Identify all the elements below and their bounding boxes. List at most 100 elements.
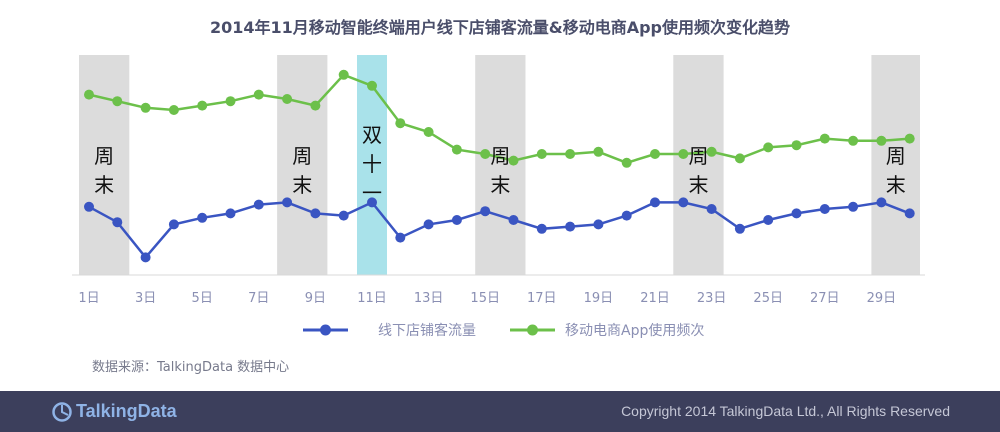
weekend-label: 周	[94, 144, 114, 168]
weekend-label: 末	[94, 173, 114, 197]
footer-bar: TalkingData Copyright 2014 TalkingData L…	[0, 391, 1000, 432]
series-1-point	[310, 208, 321, 219]
series-2-point	[197, 100, 208, 111]
x-tick-label: 21日	[640, 291, 670, 306]
series-2-point	[253, 89, 264, 100]
series-2-point	[225, 96, 236, 107]
line-chart: 1日 3日 5日 7日 9日 11日 13日 15日 17日 19日 21日 23日 25日 27日 29日…	[72, 55, 925, 339]
series-2-point	[791, 140, 802, 151]
series-2-point	[706, 146, 717, 157]
weekend-label: 末	[886, 173, 906, 197]
legend-swatch-marker	[527, 324, 538, 336]
series-1-point	[84, 201, 94, 212]
x-tick-label: 15日	[470, 291, 500, 306]
x-tick-label: 23日	[697, 291, 727, 306]
series-1-point	[140, 252, 151, 263]
weekend-band	[871, 55, 920, 275]
x-tick-label: 29日	[867, 291, 897, 306]
weekend-label: 末	[490, 173, 510, 197]
chart-title: 2014年11月移动智能终端用户线下店铺客流量&移动电商App使用频次变化趋势	[209, 18, 791, 37]
series-1-point	[112, 217, 123, 228]
weekend-label: 末	[292, 173, 312, 197]
series-2-point	[848, 135, 859, 146]
series-2-point	[338, 69, 349, 80]
weekend-label: 末	[688, 173, 708, 197]
series-2-point	[593, 146, 604, 157]
x-tick-label: 19日	[584, 291, 614, 306]
x-tick-label: 27日	[810, 291, 840, 306]
x-tick-label: 9日	[305, 291, 326, 306]
x-tick-label: 17日	[527, 291, 557, 306]
legend-swatch-marker	[320, 324, 331, 336]
series-1-point	[536, 223, 547, 234]
series-1-point	[367, 197, 377, 208]
series-1-point	[338, 210, 349, 221]
series-1-point	[734, 223, 745, 234]
series-2-point	[480, 149, 491, 159]
weekend-band	[277, 55, 328, 275]
series-2-point	[763, 142, 774, 153]
series-2-point	[310, 100, 321, 111]
weekend-band	[475, 55, 526, 275]
singles-day-label: 双	[362, 123, 382, 147]
x-tick-label: 1日	[78, 291, 99, 306]
series-1-point	[593, 219, 604, 230]
singles-day-band	[357, 55, 387, 275]
series-2-point	[819, 133, 830, 144]
series-1-point	[876, 197, 887, 208]
series-2-point	[84, 89, 94, 100]
series-2-point	[904, 133, 915, 144]
series-2-point	[565, 149, 576, 159]
brand-name: TalkingData	[76, 401, 177, 421]
series-1-point	[423, 219, 434, 230]
x-tick-label: 25日	[753, 291, 783, 306]
singles-day-label: 一	[362, 181, 382, 205]
series-1-point	[678, 197, 689, 208]
source-note: 数据来源：TalkingData 数据中心	[92, 360, 290, 375]
weekend-label: 周	[688, 144, 708, 168]
series-2-point	[367, 80, 377, 91]
copyright-text: Copyright 2014 TalkingData Ltd., All Rig…	[621, 403, 950, 419]
weekend-band	[673, 55, 724, 275]
series-2-point	[678, 149, 689, 159]
series-2-point	[140, 102, 151, 113]
series-1-point	[621, 210, 632, 221]
series-1-point	[395, 232, 406, 243]
legend-label: 移动电商App使用频次	[565, 322, 704, 339]
x-tick-label: 5日	[192, 291, 213, 306]
series-1-point	[451, 215, 462, 225]
series-2-point	[734, 153, 745, 164]
singles-day-label: 十	[362, 152, 382, 176]
series-1-point	[650, 197, 660, 208]
x-tick-label: 3日	[135, 291, 156, 306]
series-1-point	[763, 215, 774, 225]
series-2-point	[876, 135, 887, 146]
series-1-point	[904, 208, 915, 219]
series-1-point	[819, 204, 830, 214]
series-1-point	[565, 221, 576, 232]
series-1-point	[197, 212, 208, 223]
series-1-point	[706, 204, 717, 214]
series-1-point	[225, 208, 236, 219]
x-tick-label: 11日	[357, 291, 387, 306]
series-2-point	[621, 157, 632, 168]
series-2-point	[508, 155, 519, 166]
brand-mark-icon	[52, 401, 72, 422]
series-1-point	[848, 201, 859, 212]
series-2-point	[395, 118, 406, 129]
brand-logo: TalkingData	[52, 401, 177, 422]
series-2-point	[536, 149, 547, 159]
series-2-point	[451, 144, 462, 155]
series-1-point	[508, 215, 519, 225]
series-2-point	[282, 94, 293, 104]
x-tick-label: 7日	[248, 291, 269, 306]
series-2-point	[112, 96, 123, 107]
series-1-point	[282, 197, 293, 208]
legend-label: 线下店铺客流量	[378, 322, 476, 339]
weekend-label: 周	[886, 144, 906, 168]
series-1-point	[253, 199, 264, 210]
x-tick-label: 13日	[414, 291, 444, 306]
series-2-point	[168, 105, 179, 115]
series-1-point	[480, 206, 491, 217]
series-2-point	[650, 149, 660, 159]
